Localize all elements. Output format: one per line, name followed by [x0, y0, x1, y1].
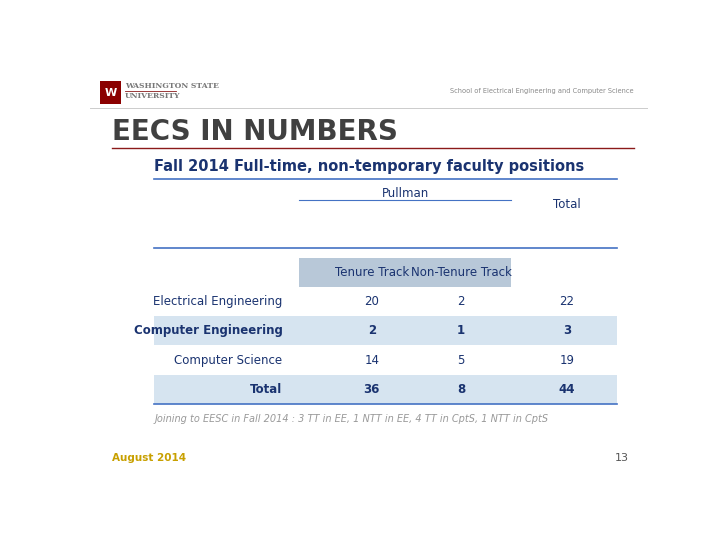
Text: 36: 36: [364, 383, 380, 396]
Text: Joining to EESC in Fall 2014 : 3 TT in EE, 1 NTT in EE, 4 TT in CptS, 1 NTT in C: Joining to EESC in Fall 2014 : 3 TT in E…: [154, 414, 549, 424]
Text: 14: 14: [364, 354, 379, 367]
Text: 5: 5: [457, 354, 464, 367]
Text: WASHINGTON STATE: WASHINGTON STATE: [125, 83, 218, 90]
Text: Total: Total: [553, 198, 581, 211]
FancyBboxPatch shape: [100, 82, 121, 104]
Text: 2: 2: [368, 325, 376, 338]
Text: 2: 2: [457, 295, 465, 308]
Text: August 2014: August 2014: [112, 453, 186, 463]
Text: 22: 22: [559, 295, 575, 308]
Text: Pullman: Pullman: [382, 187, 429, 200]
Text: Computer Science: Computer Science: [174, 354, 282, 367]
Text: Computer Engineering: Computer Engineering: [134, 325, 282, 338]
Text: 13: 13: [614, 453, 629, 463]
Text: 1: 1: [457, 325, 465, 338]
Text: 20: 20: [364, 295, 379, 308]
Text: UNIVERSITY: UNIVERSITY: [125, 92, 180, 99]
Bar: [154, 316, 617, 346]
Text: Non-Tenure Track: Non-Tenure Track: [410, 266, 511, 279]
Bar: [154, 375, 617, 404]
Bar: [300, 258, 511, 287]
Text: Fall 2014 Full-time, non-temporary faculty positions: Fall 2014 Full-time, non-temporary facul…: [154, 159, 585, 174]
Text: 44: 44: [559, 383, 575, 396]
Text: School of Electrical Engineering and Computer Science: School of Electrical Engineering and Com…: [451, 87, 634, 93]
Text: 19: 19: [559, 354, 575, 367]
Text: Total: Total: [251, 383, 282, 396]
Text: 8: 8: [457, 383, 465, 396]
Text: Electrical Engineering: Electrical Engineering: [153, 295, 282, 308]
Text: 3: 3: [563, 325, 571, 338]
Text: Tenure Track: Tenure Track: [335, 266, 409, 279]
Text: W: W: [104, 87, 117, 98]
Text: EECS IN NUMBERS: EECS IN NUMBERS: [112, 118, 398, 146]
